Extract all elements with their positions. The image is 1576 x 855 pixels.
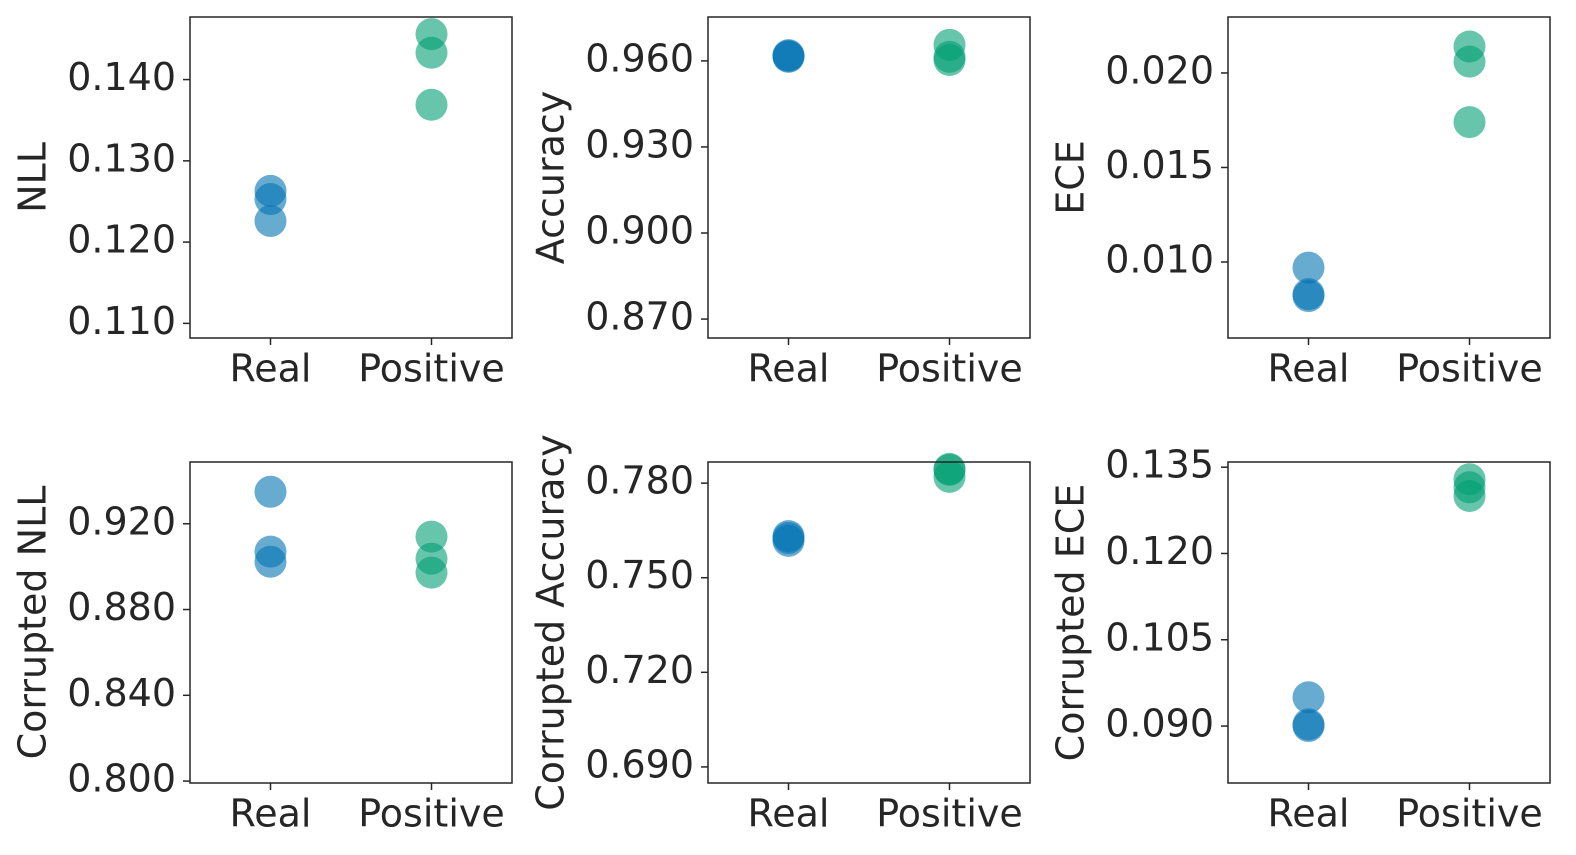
- axes-frame: [707, 16, 1031, 339]
- x-tick-label: Real: [748, 792, 830, 836]
- y-tick-label: 0.010: [1105, 238, 1214, 282]
- x-tick-label: Real: [230, 792, 312, 836]
- y-tick-label: 0.135: [1105, 443, 1214, 487]
- y-axis-label: Accuracy: [529, 91, 573, 265]
- y-tick-label: 0.110: [67, 299, 176, 343]
- point: [1292, 280, 1325, 313]
- y-tick-label: 0.920: [67, 499, 176, 543]
- point: [254, 545, 287, 578]
- y-tick-label: 0.720: [585, 648, 694, 692]
- x-tick-label: Real: [1268, 792, 1350, 836]
- point: [1453, 479, 1486, 512]
- subplot: 0.800 0.840 0.880 0.920 Real Positive Corrupte…: [11, 461, 513, 836]
- x-tick-label: Positive: [358, 792, 505, 836]
- y-axis-label: ECE: [1049, 140, 1093, 215]
- x-tick-label: Positive: [1396, 347, 1543, 391]
- y-tick-label: 0.880: [67, 585, 176, 629]
- x-tick-label: Real: [748, 347, 830, 391]
- subplot: 0.690 0.720 0.750 0.780 Real Positive Corrupte…: [529, 434, 1031, 836]
- y-tick-label: 0.105: [1105, 615, 1214, 659]
- y-axis-label: Corrupted ECE: [1049, 484, 1093, 762]
- point: [1292, 681, 1325, 714]
- subplot: 0.870 0.900 0.930 0.960 Real Positive Accuracy: [529, 16, 1031, 391]
- point: [772, 40, 805, 73]
- y-tick-label: 0.750: [585, 553, 694, 597]
- subplot: 0.010 0.015 0.020 Real Positive ECE: [1049, 16, 1551, 391]
- y-tick-label: 0.120: [1105, 529, 1214, 573]
- point: [415, 556, 448, 589]
- x-tick-label: Positive: [1396, 792, 1543, 836]
- axes-frame: [189, 461, 513, 784]
- y-tick-label: 0.900: [585, 209, 694, 253]
- x-tick-label: Positive: [876, 792, 1023, 836]
- y-axis-label: Corrupted NLL: [11, 486, 55, 760]
- x-tick-label: Positive: [358, 347, 505, 391]
- point: [254, 204, 287, 237]
- y-tick-label: 0.140: [67, 55, 176, 99]
- axes-frame: [1227, 461, 1551, 784]
- x-tick-label: Real: [1268, 347, 1350, 391]
- point: [933, 460, 966, 493]
- y-tick-label: 0.690: [585, 742, 694, 786]
- y-tick-label: 0.780: [585, 459, 694, 503]
- y-tick-label: 0.130: [67, 136, 176, 180]
- axes-frame: [189, 16, 513, 339]
- subplot: 0.090 0.105 0.120 0.135 Real Positive Corrupte…: [1049, 443, 1551, 836]
- point: [415, 520, 448, 553]
- y-axis-label: NLL: [11, 142, 55, 213]
- point: [933, 44, 966, 77]
- point: [772, 524, 805, 557]
- y-tick-label: 0.840: [67, 671, 176, 715]
- point: [1292, 251, 1325, 284]
- y-tick-label: 0.930: [585, 122, 694, 166]
- y-tick-label: 0.090: [1105, 702, 1214, 746]
- y-tick-label: 0.800: [67, 757, 176, 801]
- axes-frame: [707, 461, 1031, 784]
- axes-frame: [1227, 16, 1551, 339]
- point: [1292, 710, 1325, 743]
- y-tick-label: 0.960: [585, 36, 694, 80]
- subplot: 0.110 0.120 0.130 0.140 Real Positive NLL: [11, 16, 513, 391]
- y-axis-label: Corrupted Accuracy: [529, 434, 573, 811]
- point: [415, 36, 448, 69]
- point: [415, 88, 448, 121]
- y-tick-label: 0.870: [585, 295, 694, 339]
- point: [254, 183, 287, 216]
- y-tick-label: 0.120: [67, 218, 176, 262]
- point: [1453, 45, 1486, 78]
- y-tick-label: 0.020: [1105, 48, 1214, 92]
- y-tick-label: 0.015: [1105, 143, 1214, 187]
- x-tick-label: Positive: [876, 347, 1023, 391]
- point: [1453, 106, 1486, 139]
- point: [254, 475, 287, 508]
- x-tick-label: Real: [230, 347, 312, 391]
